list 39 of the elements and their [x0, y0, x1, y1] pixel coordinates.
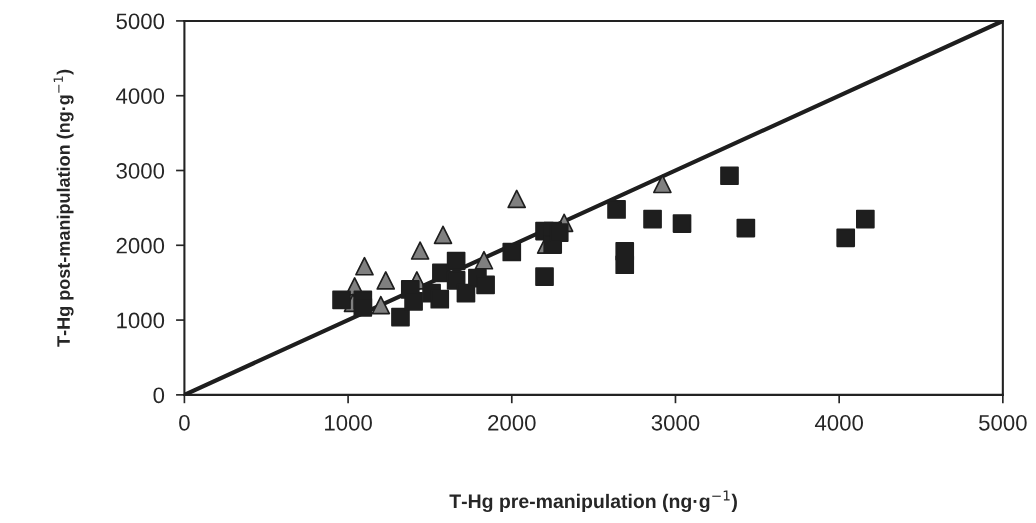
point — [653, 174, 672, 194]
point — [332, 290, 351, 310]
point — [391, 307, 410, 327]
point — [856, 209, 875, 229]
point — [607, 200, 626, 219]
point — [672, 214, 692, 233]
point — [353, 298, 373, 317]
y-tick-label: 0 — [153, 387, 165, 404]
x-tick-label: 5000 — [979, 414, 1027, 431]
point — [720, 166, 739, 186]
y-tick-label: 5000 — [116, 13, 165, 30]
point — [371, 295, 391, 315]
point — [433, 225, 453, 245]
y-tick-label: 4000 — [116, 88, 165, 104]
point — [736, 218, 756, 238]
y-tick-label: 1000 — [117, 312, 165, 329]
point — [615, 255, 635, 275]
point — [507, 189, 527, 209]
point — [430, 289, 450, 309]
x-tick-label: 3000 — [651, 414, 700, 431]
y-tick-label: 3000 — [116, 163, 165, 179]
y-axis-title: T-Hg post-manipulation (ng·g$^{−1}$) — [53, 69, 74, 347]
x-axis-title: T-Hg pre-manipulation (ng·g$^{−1}$) — [449, 490, 737, 513]
point — [474, 250, 494, 270]
point — [410, 241, 430, 260]
x-tick-label: 0 — [179, 414, 190, 431]
x-tick-label: 2000 — [488, 414, 536, 431]
point — [376, 271, 396, 290]
x-tick-label: 4000 — [814, 414, 864, 431]
point — [355, 256, 374, 276]
x-tick-label: 1000 — [325, 414, 372, 431]
point — [502, 242, 522, 262]
point — [535, 267, 554, 287]
point — [404, 292, 423, 311]
y-tick-label: 2000 — [116, 237, 165, 254]
point — [476, 275, 495, 295]
point — [446, 251, 466, 271]
point — [643, 209, 662, 229]
point — [836, 228, 856, 248]
